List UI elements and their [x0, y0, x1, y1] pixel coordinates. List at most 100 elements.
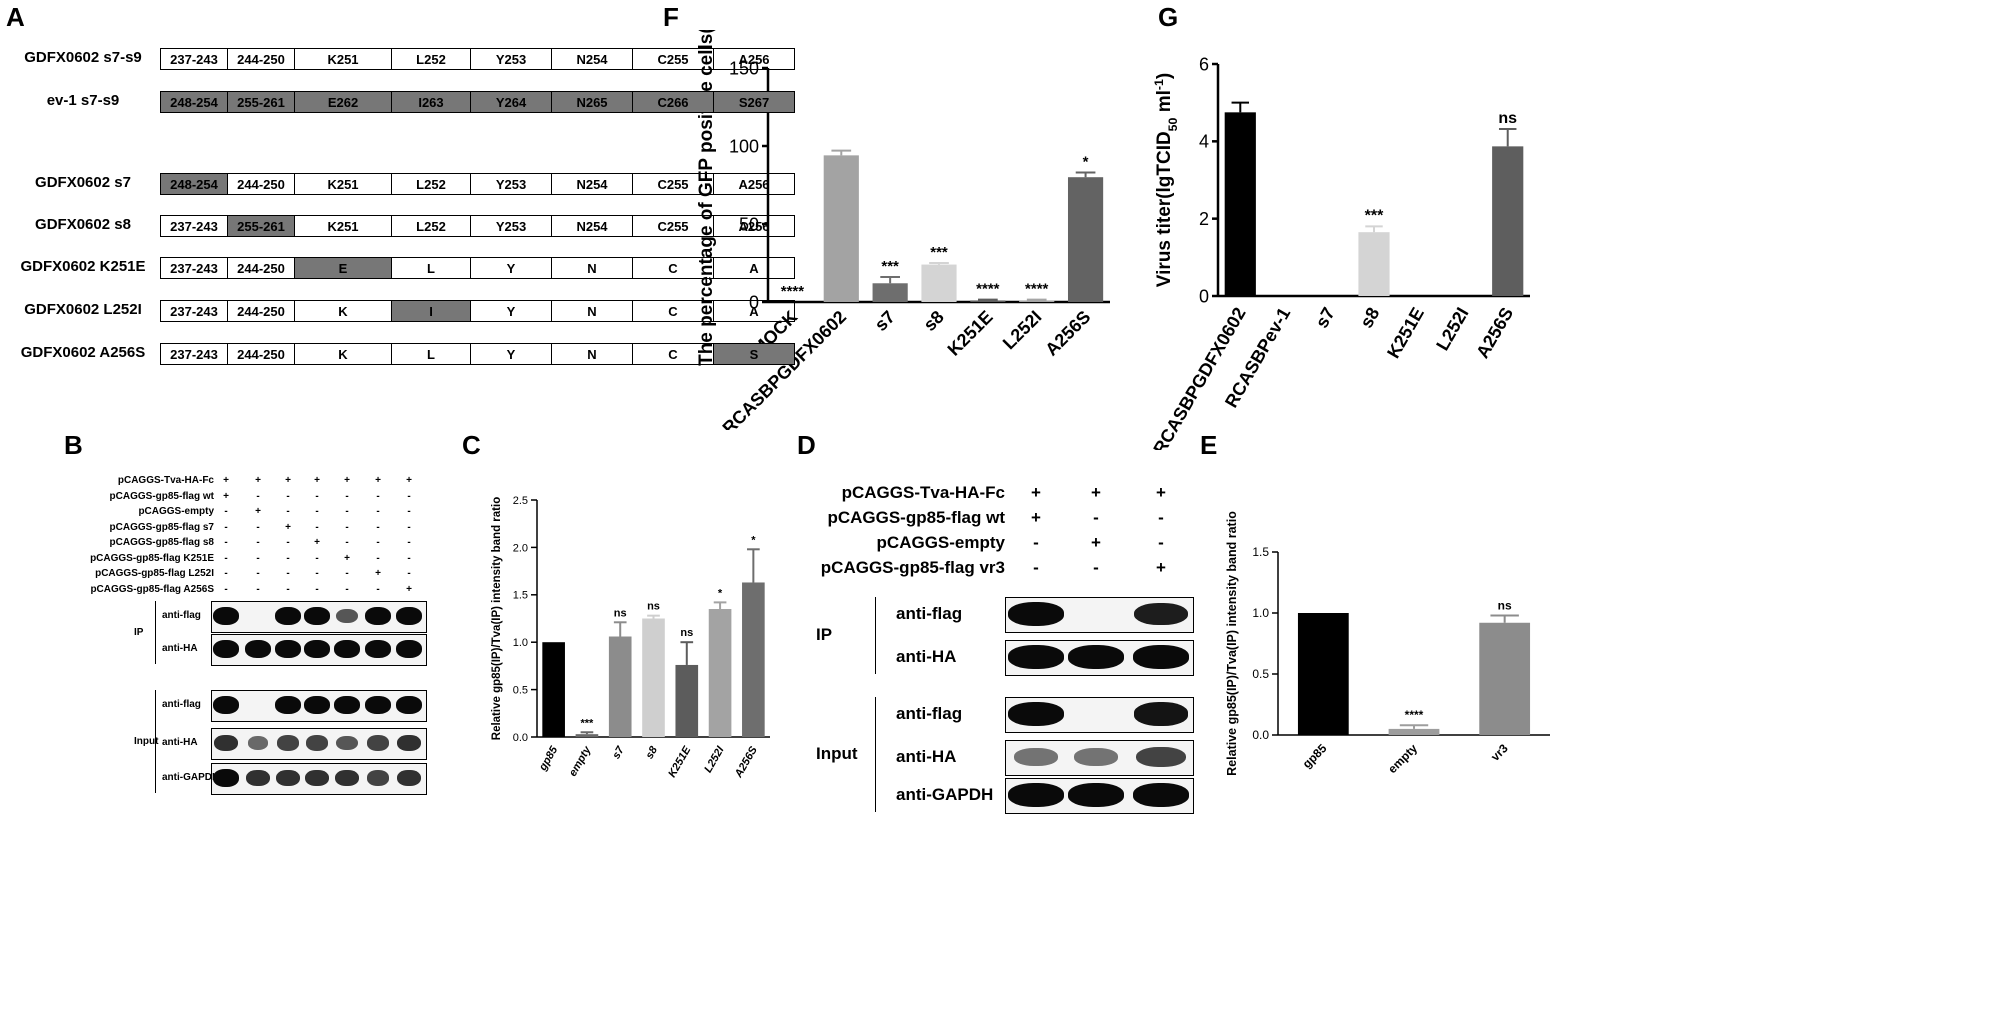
bar-A256S [1492, 146, 1524, 296]
sequence-row-6: 237-243 244-250 K L Y N C S [160, 343, 795, 365]
bar-gp85 [542, 642, 565, 737]
panel-b-condition-label: pCAGGS-gp85-flag wt [109, 490, 214, 502]
sequence-cell: C [632, 257, 714, 279]
panel-b-input-label: Input [134, 735, 159, 747]
panel-b-antibody-label: anti-flag [162, 699, 201, 710]
chart-c: 0.0 0.5 1.0 1.5 2.0 2.5 gp85 *** empty ns s7 ns s8 ns… [491, 495, 770, 780]
panel-d-band [1074, 747, 1118, 767]
panel-b-sign: - [256, 568, 260, 579]
panel-b-sign: - [376, 521, 380, 533]
panel-b-sign: - [376, 583, 380, 595]
panel-b-input-bracket [155, 690, 156, 793]
panel-d-condition-label: pCAGGS-empty [876, 533, 1005, 552]
sequence-cell: Y253 [470, 48, 552, 70]
significance-label: * [1083, 154, 1089, 171]
panel-d-sign: + [1031, 508, 1041, 527]
panel-b-band [246, 769, 270, 787]
sequence-name-6: GDFX0602 A256S [20, 344, 146, 361]
y-axis-label: Virus titer(lgTCID50 ml-1) [1152, 73, 1180, 287]
sequence-cell: 244-250 [227, 173, 295, 195]
panel-d-condition-label: pCAGGS-gp85-flag vr3 [820, 558, 1005, 577]
panel-b-sign: - [407, 537, 411, 548]
bar-s8 [1358, 232, 1390, 296]
sequence-row-5: 237-243 244-250 K I Y N C A [160, 300, 795, 322]
panel-label-a: A [6, 2, 25, 32]
panel-b-sign: - [286, 506, 290, 517]
panel-d-ip-label: IP [816, 625, 833, 645]
sequence-cell: 237-243 [160, 257, 228, 279]
significance-label: ns [614, 607, 627, 619]
panel-b-sign: - [256, 490, 260, 502]
bar-empty [575, 734, 599, 737]
significance-label: *** [930, 244, 948, 261]
category-label: L252I [1432, 304, 1472, 354]
category-label: s7 [871, 307, 899, 335]
y-tick-label: 50 [739, 214, 759, 234]
panel-b-condition-label: pCAGGS-gp85-flag s7 [109, 521, 214, 533]
panel-b-sign: - [376, 537, 380, 548]
sequence-cell: N265 [551, 91, 633, 113]
sequence-cell: 237-243 [160, 48, 228, 70]
panel-b-sign: + [375, 568, 381, 579]
panel-b-sign: - [224, 568, 228, 579]
panel-d-band [1136, 746, 1186, 768]
panel-d-sign: - [1158, 508, 1164, 527]
significance-label: *** [581, 717, 595, 729]
panel-b-sign: + [344, 475, 350, 486]
panel-b-ip-label: IP [134, 626, 144, 638]
category-label: empty [1385, 741, 1420, 776]
panel-b-band [396, 607, 422, 625]
sequence-name-1: ev-1 s7-s9 [46, 92, 120, 109]
y-tick-label: 0 [1199, 286, 1209, 306]
y-tick-label: 1.0 [1252, 606, 1269, 620]
panel-d-sign: - [1033, 533, 1039, 552]
bar-RCASBPGDFX0602 [823, 155, 859, 302]
panel-b-band [304, 607, 330, 625]
sequence-cell: Y253 [470, 215, 552, 237]
panel-b-band [366, 735, 390, 751]
panel-b-sign: - [407, 521, 411, 533]
sequence-cell: C255 [632, 48, 714, 70]
panel-b-sign: - [286, 490, 290, 502]
panel-d-sign: - [1033, 558, 1039, 577]
panel-b-band [304, 696, 330, 714]
panel-b-band [213, 607, 239, 625]
panel-b-sign: + [314, 475, 320, 486]
panel-d-sign: + [1091, 483, 1101, 502]
significance-label: **** [1405, 708, 1424, 722]
y-tick-label: 2.0 [513, 542, 528, 554]
panel-b-sign: + [285, 475, 291, 486]
panel-b-sign: - [315, 552, 319, 564]
y-tick-label: 1.5 [513, 590, 528, 602]
bar-empty [1388, 728, 1440, 735]
panel-b-band [396, 640, 422, 658]
sequence-cell: S [713, 343, 795, 365]
significance-label: ns [680, 627, 693, 639]
sequence-cell: N254 [551, 48, 633, 70]
panel-d-band [1134, 602, 1188, 626]
panel-b-antibody-label: anti-HA [162, 643, 198, 654]
panel-b-sign: + [406, 583, 412, 595]
panel-d-band [1008, 702, 1064, 726]
panel-d-band [1008, 602, 1064, 626]
panel-label-d: D [797, 430, 816, 460]
panel-b-sign: - [345, 490, 349, 502]
panel-b-sign: - [224, 506, 228, 517]
bar-A256S [1067, 177, 1104, 302]
panel-b-band [396, 696, 422, 714]
panel-b-sign: - [345, 568, 349, 579]
panel-b-sign: - [256, 583, 260, 595]
panel-b-sign: + [223, 490, 229, 502]
y-axis-label: Relative gp85(IP)/Tva(IP) intensity band… [1225, 511, 1239, 776]
panel-d-band [1133, 783, 1189, 807]
sequence-cell: K [294, 343, 392, 365]
significance-label: *** [881, 258, 899, 275]
y-axis-label-part: -1 [1152, 79, 1166, 90]
sequence-cell: L [391, 257, 471, 279]
bar-K251E [675, 664, 699, 737]
bar-s8 [921, 264, 957, 302]
panel-b-condition-label: pCAGGS-gp85-flag K251E [90, 552, 214, 564]
sequence-cell: A [713, 300, 795, 322]
